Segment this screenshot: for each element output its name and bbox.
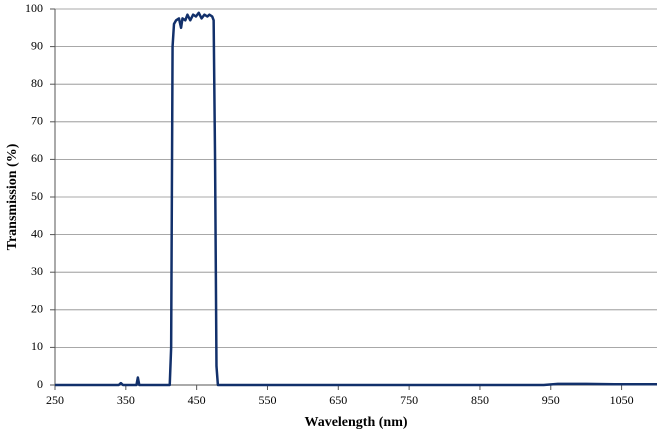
- x-tick-label: 650: [329, 393, 347, 407]
- y-tick-label: 0: [37, 377, 43, 391]
- x-tick-label: 950: [542, 393, 560, 407]
- y-tick-label: 60: [31, 151, 43, 165]
- y-tick-label: 100: [25, 1, 43, 15]
- x-tick-label: 250: [46, 393, 64, 407]
- y-tick-label: 90: [31, 38, 43, 52]
- y-tick-label: 80: [31, 76, 43, 90]
- y-tick-label: 30: [31, 264, 43, 278]
- x-tick-label: 550: [258, 393, 276, 407]
- y-tick-label: 20: [31, 302, 43, 316]
- x-tick-label: 750: [400, 393, 418, 407]
- y-tick-label: 50: [31, 189, 43, 203]
- y-tick-label: 40: [31, 226, 43, 240]
- y-tick-label: 10: [31, 339, 43, 353]
- x-tick-label: 1050: [610, 393, 634, 407]
- data-line: [55, 11, 657, 387]
- x-axis-title: Wavelength (nm): [304, 415, 407, 430]
- y-tick-label: 70: [31, 114, 43, 128]
- x-tick-label: 350: [117, 393, 135, 407]
- x-tick-label: 850: [471, 393, 489, 407]
- x-tick-label: 450: [188, 393, 206, 407]
- y-axis-title: Transmission (%): [5, 143, 20, 250]
